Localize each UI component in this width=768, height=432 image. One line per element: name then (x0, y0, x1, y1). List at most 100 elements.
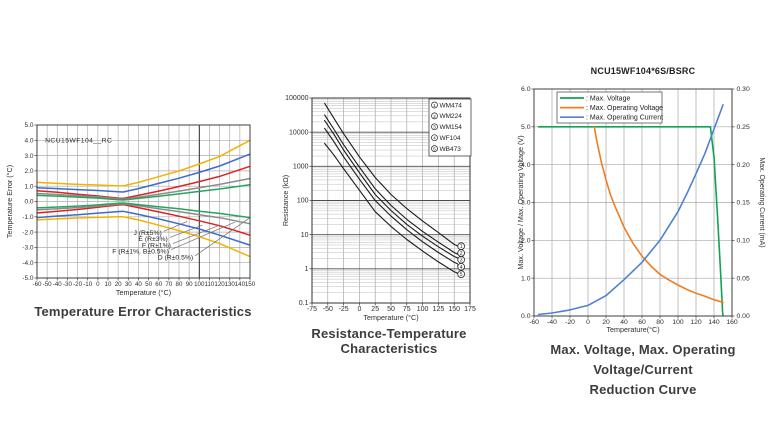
svg-text:30: 30 (125, 281, 132, 288)
svg-text:0.15: 0.15 (737, 200, 750, 207)
svg-text:NCU15WF104__RC: NCU15WF104__RC (45, 138, 112, 145)
svg-text:-75: -75 (307, 306, 317, 313)
reduction-curve-plot: -60 -40 -20 0 20 40 60 80 100 120 140 160 0.0 1.0 2.0 3… (517, 86, 765, 334)
temperature-error-plot: -60 -50 -40 -30 -20 -10 0 10 20 30 40 50 60 70 80 90 100… (5, 122, 256, 297)
svg-text:110: 110 (204, 281, 214, 288)
svg-text:1.0: 1.0 (521, 275, 531, 282)
svg-text:0.1: 0.1 (299, 300, 309, 307)
svg-text:: Max. Operating Current: : Max. Operating Current (586, 115, 663, 122)
svg-text:120: 120 (690, 319, 702, 326)
svg-text:1000: 1000 (293, 164, 309, 171)
svg-text:140: 140 (708, 319, 720, 326)
svg-text:40: 40 (620, 319, 628, 326)
temperature-error-chart: -60 -50 -40 -30 -20 -10 0 10 20 30 40 50 60 70 80 90 100… (4, 112, 270, 319)
svg-text:75: 75 (403, 306, 411, 313)
svg-text:1: 1 (433, 103, 436, 109)
svg-text:5.0: 5.0 (521, 124, 531, 131)
svg-text:70: 70 (165, 281, 172, 288)
reduction-curve-chart: NCU15WF104*6S/BSRC -60 -40 -20 0 20 40 60 80 100… (517, 62, 768, 400)
svg-text:J (R±5%): J (R±5%) (133, 230, 161, 237)
svg-text:-50: -50 (323, 306, 333, 313)
svg-text:Resistance (kΩ): Resistance (kΩ) (281, 175, 290, 226)
svg-text:WM224: WM224 (440, 113, 463, 120)
svg-text:130: 130 (225, 281, 236, 288)
svg-text:-2.0: -2.0 (22, 229, 34, 236)
svg-text:-4.0: -4.0 (22, 260, 34, 267)
svg-text:100000: 100000 (285, 95, 308, 102)
svg-text:-20: -20 (73, 281, 83, 288)
svg-text:20: 20 (602, 319, 610, 326)
svg-text:150: 150 (245, 281, 256, 288)
svg-text:4.0: 4.0 (521, 162, 531, 169)
svg-text:WM474: WM474 (440, 102, 463, 109)
svg-text:-3.0: -3.0 (22, 245, 34, 252)
svg-text:2: 2 (460, 251, 463, 257)
svg-text:D (R±0.5%): D (R±0.5%) (158, 255, 193, 262)
svg-text:0.00: 0.00 (737, 313, 750, 320)
svg-text:125: 125 (433, 306, 445, 313)
svg-text:50: 50 (145, 281, 152, 288)
svg-text:5: 5 (460, 272, 463, 278)
svg-text:2.0: 2.0 (24, 168, 33, 175)
svg-text:10: 10 (301, 232, 309, 239)
svg-text:25: 25 (371, 306, 379, 313)
svg-text:0.10: 0.10 (737, 238, 750, 245)
svg-text:-1.0: -1.0 (22, 214, 34, 221)
svg-text:1.0: 1.0 (24, 183, 33, 190)
svg-text:F (R±1%): F (R±1%) (142, 242, 171, 249)
svg-text:40: 40 (135, 281, 142, 288)
svg-text:0.20: 0.20 (737, 162, 750, 169)
svg-text:120: 120 (214, 281, 225, 288)
svg-text:10000: 10000 (289, 129, 309, 136)
svg-text:10: 10 (105, 281, 112, 288)
svg-text:6.0: 6.0 (521, 86, 531, 93)
svg-text:0.05: 0.05 (737, 275, 750, 282)
svg-text:60: 60 (155, 281, 162, 288)
svg-text:0: 0 (586, 319, 590, 326)
reduction-curve-part-number: NCU15WF104*6S/BSRC (590, 66, 696, 76)
svg-text:60: 60 (638, 319, 646, 326)
svg-text:: Max. Voltage: : Max. Voltage (586, 95, 630, 102)
svg-text:0.0: 0.0 (24, 199, 33, 206)
svg-text:-40: -40 (547, 319, 557, 326)
svg-text:WM154: WM154 (440, 124, 463, 131)
svg-text:5.0: 5.0 (24, 122, 33, 129)
svg-text:WB473: WB473 (440, 146, 462, 153)
svg-text:4.0: 4.0 (24, 138, 33, 145)
svg-text:175: 175 (464, 306, 476, 313)
svg-text:-20: -20 (565, 319, 575, 326)
svg-text:0.0: 0.0 (521, 313, 531, 320)
reduction-curve-caption: Max. Voltage, Max. Operating Voltage/Cur… (517, 340, 768, 400)
svg-text:Max. Voltage / Max. Operating: Max. Voltage / Max. Operating Voltage (V… (517, 135, 525, 269)
svg-text:-60: -60 (33, 281, 43, 288)
resistance-temperature-plot: -75 -50 -25 0 25 50 75 100 125 150 175100000100001… (281, 95, 476, 322)
svg-text:3: 3 (433, 125, 436, 131)
reduction-curve-caption-line2: Reduction Curve (589, 382, 697, 397)
svg-text:E (R±3%): E (R±3%) (138, 236, 167, 243)
svg-text:140: 140 (235, 281, 246, 288)
svg-text:Temperature (°C): Temperature (°C) (363, 313, 418, 322)
resistance-temperature-chart: -75 -50 -25 0 25 50 75 100 125 150 175 100000 10000 1… (281, 90, 497, 356)
svg-text:-60: -60 (529, 319, 539, 326)
svg-text:-30: -30 (63, 281, 73, 288)
svg-text:1: 1 (305, 266, 309, 273)
svg-text:0: 0 (96, 281, 100, 288)
svg-text:5: 5 (433, 147, 436, 153)
svg-text:-10: -10 (83, 281, 93, 288)
svg-text:-50: -50 (43, 281, 53, 288)
svg-text:: Max. Operating Voltage: : Max. Operating Voltage (586, 105, 663, 112)
svg-text:3: 3 (460, 258, 463, 264)
svg-text:50: 50 (387, 306, 395, 313)
svg-text:Temperature(°C): Temperature(°C) (606, 325, 659, 334)
svg-text:100: 100 (194, 281, 205, 288)
svg-text:150: 150 (448, 306, 460, 313)
svg-text:3.0: 3.0 (521, 200, 531, 207)
svg-text:-5.0: -5.0 (22, 275, 34, 282)
svg-text:4: 4 (433, 136, 436, 142)
svg-text:2.0: 2.0 (521, 238, 531, 245)
svg-text:4: 4 (460, 265, 463, 271)
svg-text:100: 100 (417, 306, 429, 313)
svg-text:160: 160 (726, 319, 738, 326)
resistance-temperature-caption: Resistance-Temperature Characteristics (311, 326, 467, 356)
svg-text:0: 0 (357, 306, 361, 313)
